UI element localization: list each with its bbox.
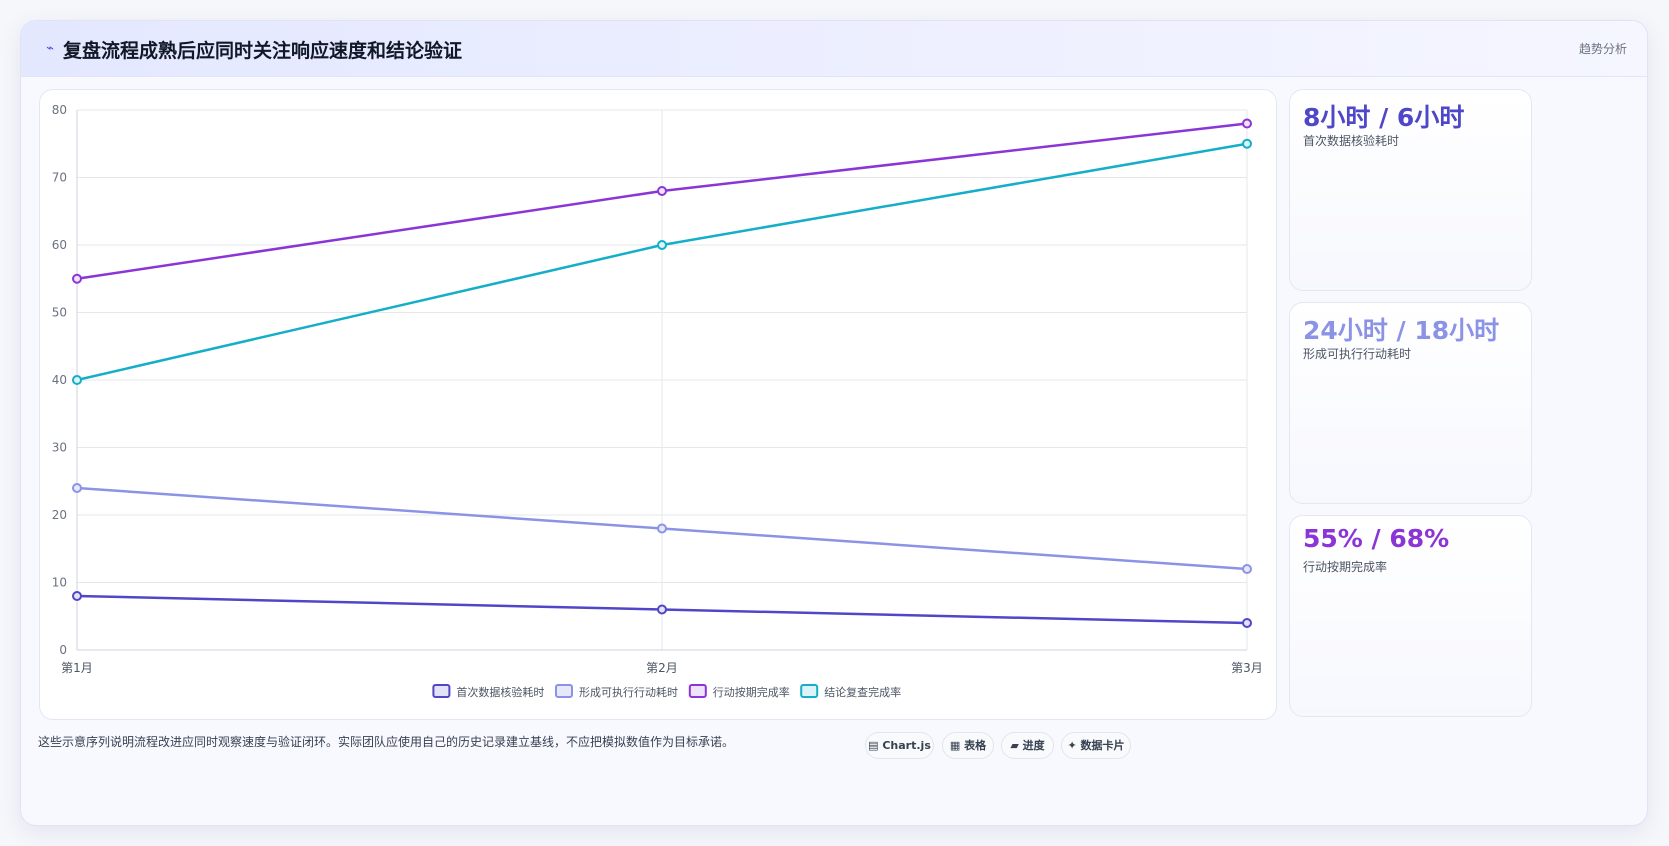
data-point: [72, 591, 82, 601]
legend-swatch: [688, 684, 707, 698]
table-icon: ▦: [949, 739, 961, 752]
stat-card-verify-time: 8小时 / 6小时 首次数据核验耗时: [1289, 89, 1532, 291]
legend-swatch: [432, 684, 451, 698]
data-point: [72, 375, 82, 385]
tag-label: 进度: [1022, 739, 1045, 752]
stat-label: 行动按期完成率: [1303, 560, 1388, 574]
legend-label: 首次数据核验耗时: [456, 685, 544, 699]
x-tick-label: 第1月: [61, 661, 93, 675]
data-point: [657, 604, 667, 615]
tag-table[interactable]: ▦ 表格: [942, 732, 994, 759]
stat-card-completion-rate: 55% / 68% 行动按期完成率: [1289, 515, 1532, 717]
stat-value: 8小时 / 6小时: [1303, 103, 1465, 132]
legend-swatch: [800, 684, 819, 698]
data-point: [1242, 618, 1252, 628]
data-point: [657, 186, 667, 196]
y-tick-label: 60: [52, 238, 67, 252]
y-tick-label: 20: [52, 508, 67, 522]
data-point: [657, 240, 667, 250]
y-tick-label: 30: [52, 441, 67, 455]
page-title: 复盘流程成熟后应同时关注响应速度和结论验证: [63, 40, 463, 62]
x-tick-label: 第2月: [646, 661, 678, 675]
stat-label: 形成可执行行动耗时: [1303, 347, 1412, 361]
tag-label: 表格: [964, 739, 987, 752]
line-chart-panel: 0 10 20 30 40 50 60 70 80 第1月 第2月 第3月首次数据核验耗时 形成可执行行…: [39, 89, 1277, 720]
trend-line-icon: ⌁: [46, 41, 54, 56]
tag-data-card[interactable]: ✦ 数据卡片: [1061, 732, 1131, 759]
data-point: [1242, 564, 1252, 574]
legend-swatch: [555, 684, 573, 698]
stat-label: 首次数据核验耗时: [1303, 134, 1400, 148]
sparkle-icon: ✦: [1067, 739, 1077, 752]
stat-card-action-time: 24小时 / 18小时 形成可执行行动耗时: [1289, 302, 1532, 504]
x-tick-label: 第3月: [1231, 661, 1263, 675]
legend-label: 形成可执行行动耗时: [579, 685, 678, 699]
progress-icon: ▰: [1010, 739, 1019, 752]
y-tick-label: 10: [52, 576, 67, 590]
tag-chartjs[interactable]: ▤ Chart.js: [865, 732, 934, 759]
legend-label: 结论复查完成率: [824, 685, 901, 699]
tag-label: Chart.js: [882, 739, 931, 752]
card-header: ⌁ 复盘流程成熟后应同时关注响应速度和结论验证 趋势分析: [21, 21, 1647, 77]
data-point: [1242, 138, 1252, 149]
legend-label: 行动按期完成率: [713, 685, 790, 699]
stat-value: 55% / 68%: [1303, 524, 1450, 553]
dashboard-card: ⌁ 复盘流程成熟后应同时关注响应速度和结论验证 趋势分析 0 10 20 30 40 50…: [20, 20, 1648, 826]
y-tick-label: 80: [52, 103, 67, 117]
tag-label: 数据卡片: [1080, 739, 1125, 752]
stat-value: 24小时 / 18小时: [1303, 316, 1500, 345]
y-tick-label: 0: [59, 643, 67, 657]
y-tick-label: 70: [52, 171, 67, 185]
data-point: [72, 483, 82, 493]
y-tick-label: 50: [52, 306, 67, 320]
data-point: [1242, 118, 1252, 129]
header-tag: 趋势分析: [1578, 42, 1627, 56]
data-point: [72, 273, 82, 284]
chart-icon: ▤: [868, 739, 879, 752]
footnote: 这些示意序列说明流程改进应同时观察速度与验证闭环。实际团队应使用自己的历史记录建…: [38, 735, 735, 749]
y-tick-label: 40: [52, 373, 67, 387]
tag-progress[interactable]: ▰ 进度: [1001, 732, 1054, 759]
data-point: [657, 523, 667, 534]
